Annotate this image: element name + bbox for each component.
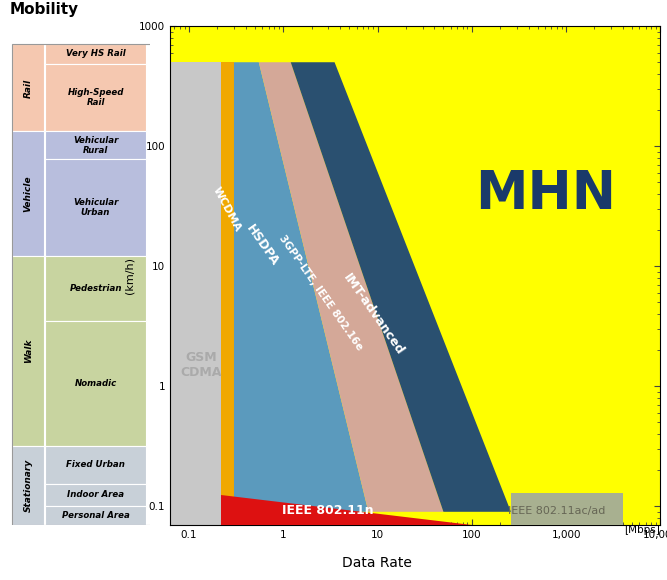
Bar [45,44,146,64]
Polygon shape [221,495,472,525]
Polygon shape [234,62,368,512]
Y-axis label: (km/h): (km/h) [125,257,135,294]
Bar [45,159,146,256]
Text: High-Speed
Rail: High-Speed Rail [67,88,124,107]
Bar [45,484,146,506]
Text: Vehicular
Urban: Vehicular Urban [73,198,118,218]
Bar [45,506,146,525]
Text: Stationary: Stationary [24,459,33,512]
Text: Mobility: Mobility [10,2,79,17]
Text: Data Rate: Data Rate [342,556,412,570]
Bar [13,256,44,446]
Text: Pedestrian: Pedestrian [69,284,122,293]
Text: Indoor Area: Indoor Area [67,490,124,499]
Text: IEEE 802.11ac/ad: IEEE 802.11ac/ad [508,506,606,516]
Text: Personal Area: Personal Area [61,511,129,520]
Text: Walk: Walk [24,339,33,364]
Polygon shape [259,62,444,512]
Text: [Mbps]: [Mbps] [624,525,660,535]
Bar [45,446,146,484]
Text: 3GPP-LTE, IEEE 802.16e: 3GPP-LTE, IEEE 802.16e [277,233,365,352]
Text: GSM
CDMA: GSM CDMA [181,351,222,379]
Polygon shape [221,62,234,512]
Bar [13,132,44,256]
Text: HSDPA: HSDPA [243,222,281,268]
Text: Rail: Rail [24,78,33,97]
Text: Fixed Urban: Fixed Urban [66,461,125,469]
Polygon shape [511,492,623,525]
Text: IEEE 802.11n: IEEE 802.11n [282,504,374,517]
Bar [45,256,146,321]
Bar [13,44,44,132]
Text: WCDMA: WCDMA [211,185,243,233]
Text: Vehicular
Rural: Vehicular Rural [73,136,118,155]
Bar [45,132,146,159]
Bar [13,446,44,525]
Polygon shape [291,62,511,512]
Text: Nomadic: Nomadic [75,379,117,388]
Text: IMT-advanced: IMT-advanced [340,271,406,357]
Text: Vehicle: Vehicle [24,176,33,212]
Text: Very HS Rail: Very HS Rail [66,49,125,59]
Bar [45,64,146,132]
Bar [45,321,146,446]
Polygon shape [170,62,221,525]
Text: MHN: MHN [475,168,616,220]
